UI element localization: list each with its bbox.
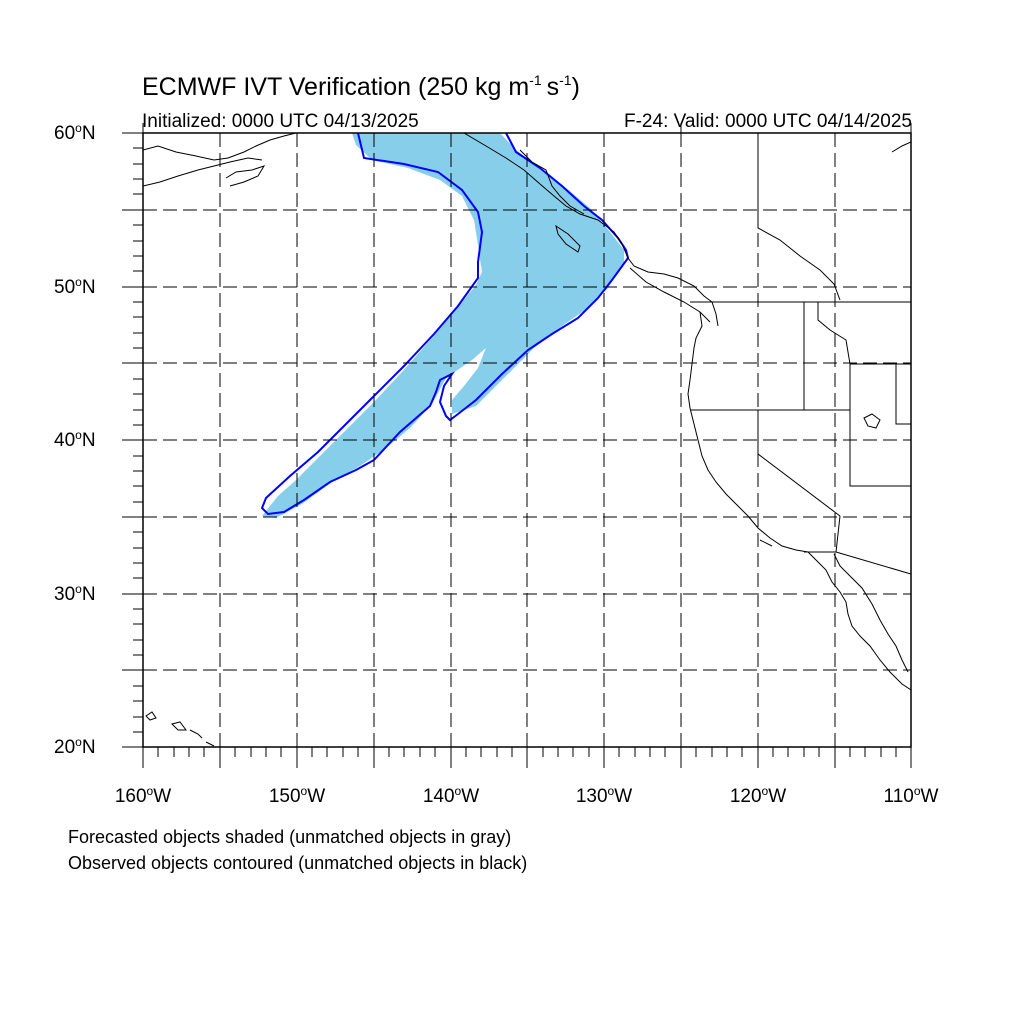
initialized-label: Initialized: 0000 UTC 04/13/2025: [142, 111, 419, 132]
lat-label-50: 50oN: [54, 275, 96, 298]
observed-ivt-contour: [260, 133, 630, 516]
lat-label-20: 20oN: [54, 735, 96, 758]
coastline: [143, 133, 911, 747]
caption-observed: Observed objects contoured (unmatched ob…: [68, 853, 528, 873]
valid-time-label: F-24: Valid: 0000 UTC 04/14/2025: [624, 111, 912, 132]
graticule: [143, 133, 911, 747]
lon-label-160: 160oW: [114, 784, 172, 807]
lon-label-120: 120oW: [729, 784, 787, 807]
forecast-ivt-object: [262, 133, 624, 518]
axis-ticks: [122, 123, 912, 768]
lat-label-60: 60oN: [54, 121, 96, 144]
lon-label-130: 130oW: [575, 784, 633, 807]
lon-label-150: 150oW: [268, 784, 326, 807]
caption-forecast: Forecasted objects shaded (unmatched obj…: [68, 827, 512, 847]
lon-label-140: 140oW: [422, 784, 480, 807]
lat-label-40: 40oN: [54, 428, 96, 451]
lon-label-110: 110oW: [883, 784, 939, 807]
plot-title: ECMWF IVT Verification (250 kg m-1 s-1): [142, 72, 580, 101]
state-borders: [690, 133, 911, 575]
lat-label-30: 30oN: [54, 582, 96, 605]
